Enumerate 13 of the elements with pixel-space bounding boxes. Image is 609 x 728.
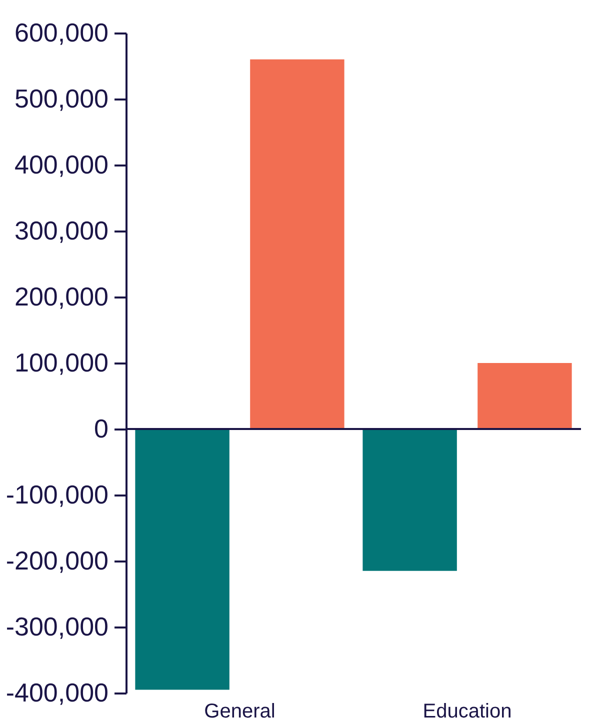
y-tick-label: -400,000	[6, 678, 108, 708]
y-tick-label: 400,000	[14, 150, 108, 180]
y-tick-label: -300,000	[6, 612, 108, 642]
y-tick-label: 500,000	[14, 84, 108, 114]
y-tick-label: 600,000	[14, 18, 108, 48]
y-tick-label: -100,000	[6, 480, 108, 510]
y-tick-label: -200,000	[6, 546, 108, 576]
y-tick-label: 300,000	[14, 216, 108, 246]
x-tick-label: General	[204, 700, 276, 722]
x-tick-label: Education	[422, 700, 512, 722]
y-tick-label: 100,000	[14, 348, 108, 378]
y-tick-label: 0	[94, 414, 108, 444]
y-tick-label: 200,000	[14, 282, 108, 312]
